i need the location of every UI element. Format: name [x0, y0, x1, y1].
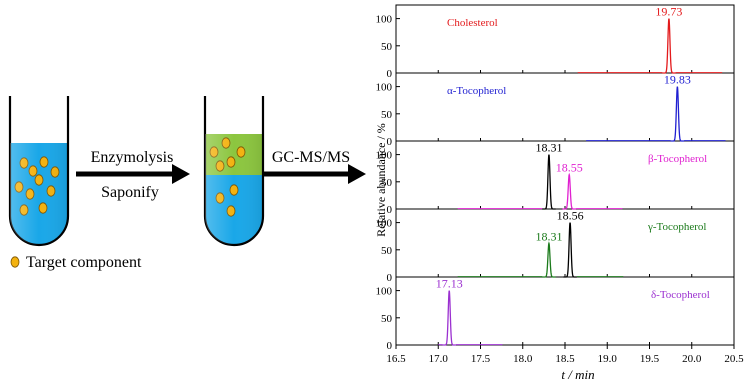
peak-trace: [662, 18, 676, 74]
y-tick-label: 100: [376, 150, 393, 162]
peak-trace: [542, 154, 556, 210]
series-name: β-Tocopherol: [648, 153, 707, 165]
tube-before: [8, 96, 70, 247]
target-component-legend: Target component: [10, 254, 142, 271]
chart-labels: 19.73 Cholesterol 19.83 α-Tocopherol 18.31 18…: [436, 5, 710, 301]
step-enzymolysis-label: Enzymolysis: [91, 149, 174, 166]
y-tick-label: 100: [376, 286, 393, 298]
series-name: γ-Tocopherol: [647, 221, 706, 233]
x-tick-label: 20.5: [724, 353, 744, 365]
x-tick-label: 18.5: [555, 353, 575, 365]
chart-axes: 0 50 100 0 50 100 0 50 100 0 50 100 0 50 100 16.5 17.0 17…: [376, 4, 744, 365]
target-component-label: Target component: [26, 254, 142, 271]
workflow-diagram: Enzymolysis Saponify GC-MS/MS: [8, 96, 366, 271]
peak-label: 18.55: [556, 161, 583, 175]
peak-trace: [562, 172, 576, 210]
x-tick-label: 16.5: [386, 353, 406, 365]
y-tick-label: 100: [376, 82, 393, 94]
step-saponify-label: Saponify: [101, 184, 159, 201]
x-tick-label: 17.5: [471, 353, 491, 365]
chart-traces: [438, 18, 726, 346]
peak-label: 18.31: [535, 229, 562, 243]
peak-label: 18.31: [535, 141, 562, 155]
y-tick-label: 100: [376, 14, 393, 26]
y-tick-label: 50: [381, 313, 393, 325]
y-tick-label: 0: [387, 68, 393, 80]
y-tick-label: 100: [376, 218, 393, 230]
y-axis-label: Relative abundance / %: [374, 123, 388, 237]
peak-trace: [442, 290, 456, 346]
peak-trace: [563, 222, 577, 278]
x-axis-label: t / min: [561, 367, 594, 382]
y-tick-label: 0: [387, 204, 393, 216]
series-name: δ-Tocopherol: [651, 289, 710, 301]
series-name: Cholesterol: [447, 17, 498, 29]
x-tick-label: 19.0: [598, 353, 618, 365]
y-tick-label: 0: [387, 272, 393, 284]
x-tick-label: 19.5: [640, 353, 660, 365]
y-tick-label: 50: [381, 177, 393, 189]
arrow-1: [76, 164, 190, 184]
series-name: α-Tocopherol: [447, 85, 506, 97]
tube-after: [203, 96, 265, 247]
y-tick-label: 50: [381, 109, 393, 121]
peak-trace: [670, 86, 685, 142]
x-tick-label: 20.0: [682, 353, 702, 365]
y-tick-label: 50: [381, 245, 393, 257]
y-tick-label: 0: [387, 136, 393, 148]
target-component-marker: [10, 256, 20, 268]
y-tick-label: 0: [387, 340, 393, 352]
x-tick-label: 18.0: [513, 353, 533, 365]
y-tick-label: 50: [381, 41, 393, 53]
x-tick-label: 17.0: [429, 353, 449, 365]
peak-trace: [542, 241, 556, 278]
peak-label: 19.83: [664, 73, 691, 87]
chromatogram-chart: 0 50 100 0 50 100 0 50 100 0 50 100 0 50 100 16.5 17.0 17…: [374, 4, 744, 382]
step-gcmsms-label: GC-MS/MS: [272, 149, 350, 166]
arrow-2: [264, 164, 366, 184]
peak-label: 18.56: [557, 209, 584, 223]
peak-label: 19.73: [655, 5, 682, 19]
peak-label: 17.13: [436, 277, 463, 291]
